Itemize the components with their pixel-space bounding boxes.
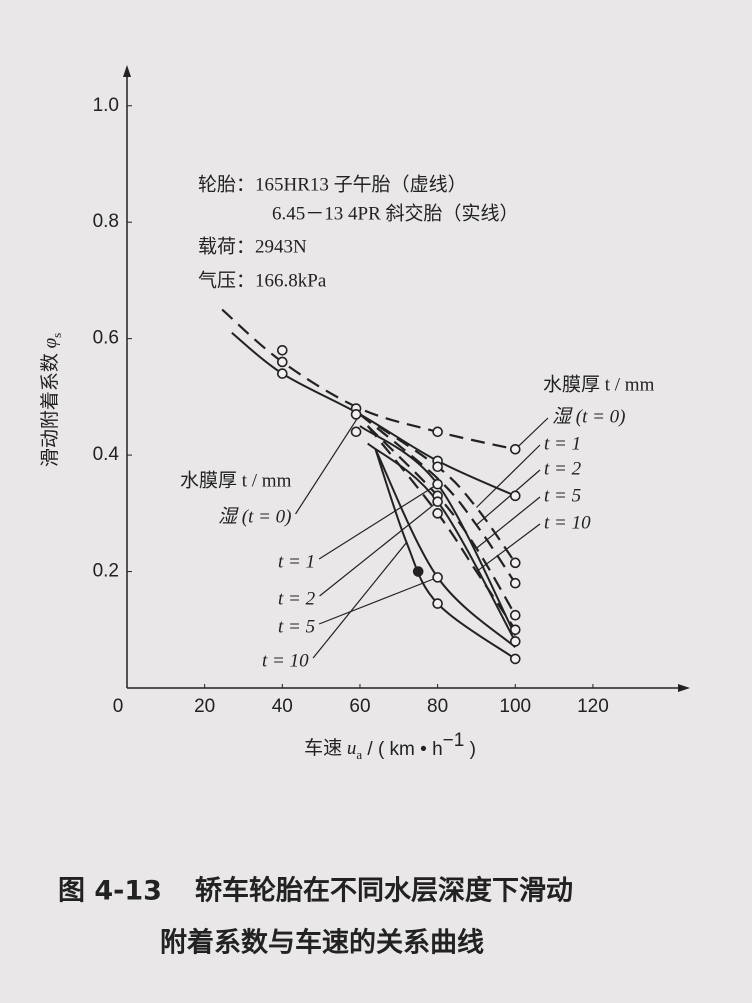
y-tick-label: 0.2 — [93, 561, 119, 582]
measured-point — [412, 566, 424, 577]
series-label: t = 1 — [278, 551, 315, 572]
note: 载荷：2943N — [198, 235, 307, 257]
x-label-part: ) — [464, 739, 476, 760]
label-pointer — [476, 469, 541, 526]
x-tick-label: 40 — [272, 696, 293, 717]
measured-point — [432, 478, 443, 490]
x-axis-arrow — [678, 684, 690, 692]
caption-line: 附着系数与车速的关系曲线 — [160, 927, 484, 959]
label-pointer — [319, 501, 438, 597]
label-pointer — [318, 576, 438, 625]
y-axis-arrow — [123, 65, 131, 77]
note: 6.45－13 4PR 斜交胎（实线） — [272, 202, 519, 224]
series-label: 湿 (t = 0) — [218, 506, 292, 527]
measured-point — [509, 653, 521, 665]
y-tick-label: 0.4 — [93, 444, 120, 465]
group-title: 水膜厚 t / mm — [180, 469, 292, 491]
x-tick-label: 80 — [427, 696, 448, 717]
curve — [366, 425, 517, 631]
x-tick-label: 0 — [113, 696, 124, 717]
y-tick-label: 1.0 — [93, 95, 119, 116]
y-label-part: φ — [40, 338, 61, 349]
curve — [366, 425, 517, 616]
series-label: t = 5 — [544, 485, 581, 506]
curve — [221, 308, 516, 451]
label-pointer — [476, 496, 541, 549]
x-tick-label: 120 — [577, 696, 609, 717]
y-label-part: 滑动附着系数 — [39, 348, 61, 467]
measured-point — [432, 426, 443, 438]
measured-point — [432, 572, 443, 583]
measured-point — [277, 344, 288, 356]
measured-point — [509, 557, 521, 569]
measured-point — [432, 496, 443, 507]
series-label: t = 1 — [544, 433, 581, 454]
x-label-part: 车速 — [304, 737, 347, 759]
series-label: t = 2 — [544, 458, 582, 479]
measured-point — [509, 636, 521, 647]
label-pointer — [476, 523, 541, 573]
measured-point — [350, 426, 362, 438]
measured-point — [277, 356, 288, 368]
measured-point — [432, 598, 443, 609]
x-tick-label: 60 — [349, 696, 370, 717]
y-label-part: s — [49, 333, 64, 338]
y-axis-title: 滑动附着系数 φs — [39, 333, 64, 467]
curve — [359, 413, 517, 564]
measured-point — [509, 577, 521, 589]
series-label: t = 5 — [278, 616, 315, 637]
x-label-part: −1 — [443, 730, 465, 751]
label-pointer — [318, 483, 438, 560]
measured-point — [509, 624, 521, 636]
caption-line: 轿车轮胎在不同水层深度下滑动 — [195, 875, 573, 907]
measured-point — [432, 461, 443, 473]
series-label: t = 2 — [278, 588, 316, 609]
x-tick-label: 100 — [499, 696, 531, 717]
x-tick-label: 20 — [194, 696, 215, 717]
x-axis-title: 车速 ua / ( km • h−1 ) — [304, 730, 476, 762]
caption-number: 图 4-13 — [58, 876, 162, 907]
group-title: 水膜厚 t / mm — [543, 373, 655, 395]
label-pointer — [514, 417, 549, 450]
y-tick-label: 0.6 — [93, 328, 119, 349]
measured-point — [509, 443, 521, 455]
label-pointer — [476, 444, 541, 508]
x-label-part: a — [356, 747, 362, 762]
series-label: 湿 (t = 0) — [552, 406, 626, 427]
measured-point — [432, 508, 443, 519]
measured-point — [509, 490, 521, 502]
x-label-part: u — [347, 738, 357, 759]
measured-point — [277, 368, 288, 379]
note: 轮胎：165HR13 子午胎（虚线） — [198, 173, 467, 195]
measured-point — [350, 409, 362, 420]
measured-point — [509, 609, 521, 621]
y-tick-label: 0.8 — [93, 211, 119, 232]
series-label: t = 10 — [262, 650, 309, 671]
label-pointer — [312, 542, 408, 659]
x-label-part: / ( km • h — [362, 739, 443, 760]
label-pointer — [295, 414, 361, 515]
series-label: t = 10 — [544, 512, 591, 533]
note: 气压：166.8kPa — [198, 269, 327, 291]
